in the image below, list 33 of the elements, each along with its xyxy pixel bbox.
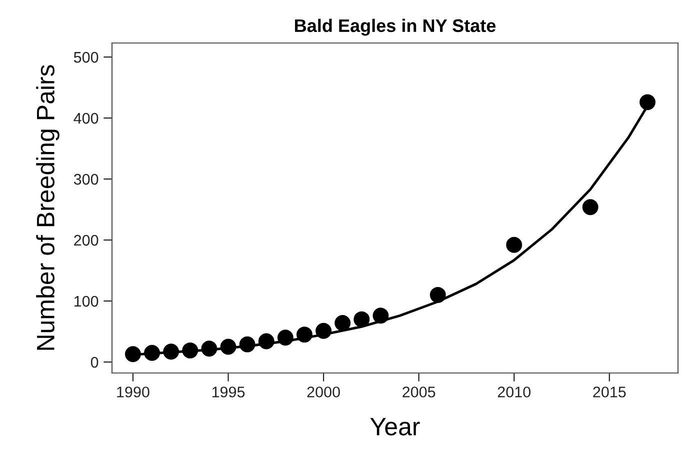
chart-title: Bald Eagles in NY State <box>295 18 496 36</box>
x-tick-label: 2010 <box>498 386 531 398</box>
point <box>163 344 180 360</box>
point <box>430 286 446 303</box>
point <box>372 308 389 324</box>
x-tick-label: 2015 <box>593 386 626 398</box>
x-tick-label: 1990 <box>117 386 150 398</box>
point <box>182 342 198 358</box>
point <box>640 94 656 110</box>
point <box>144 344 160 361</box>
x-axis-title: Year <box>370 418 420 436</box>
point <box>220 338 236 355</box>
point <box>334 315 351 331</box>
x-tick-label: 2000 <box>307 386 340 398</box>
y-tick-label: 300 <box>74 174 98 185</box>
y-tick-label: 0 <box>90 356 98 368</box>
y-tick-label: 400 <box>74 112 98 124</box>
point <box>124 346 141 362</box>
point <box>258 333 274 350</box>
y-axis-title: Number of Breeding Pairs <box>36 65 60 350</box>
y-tick-label: 500 <box>74 52 98 63</box>
x-tick-label: 1995 <box>212 386 245 398</box>
point <box>277 330 294 346</box>
point <box>201 340 218 357</box>
y-tick-label: 100 <box>74 296 98 307</box>
point <box>582 199 598 216</box>
point <box>316 322 332 339</box>
point <box>239 336 256 352</box>
y-tick-label: 200 <box>74 234 98 246</box>
point <box>506 236 522 253</box>
point <box>296 326 312 343</box>
point <box>354 311 370 328</box>
x-tick-label: 2005 <box>402 386 436 398</box>
